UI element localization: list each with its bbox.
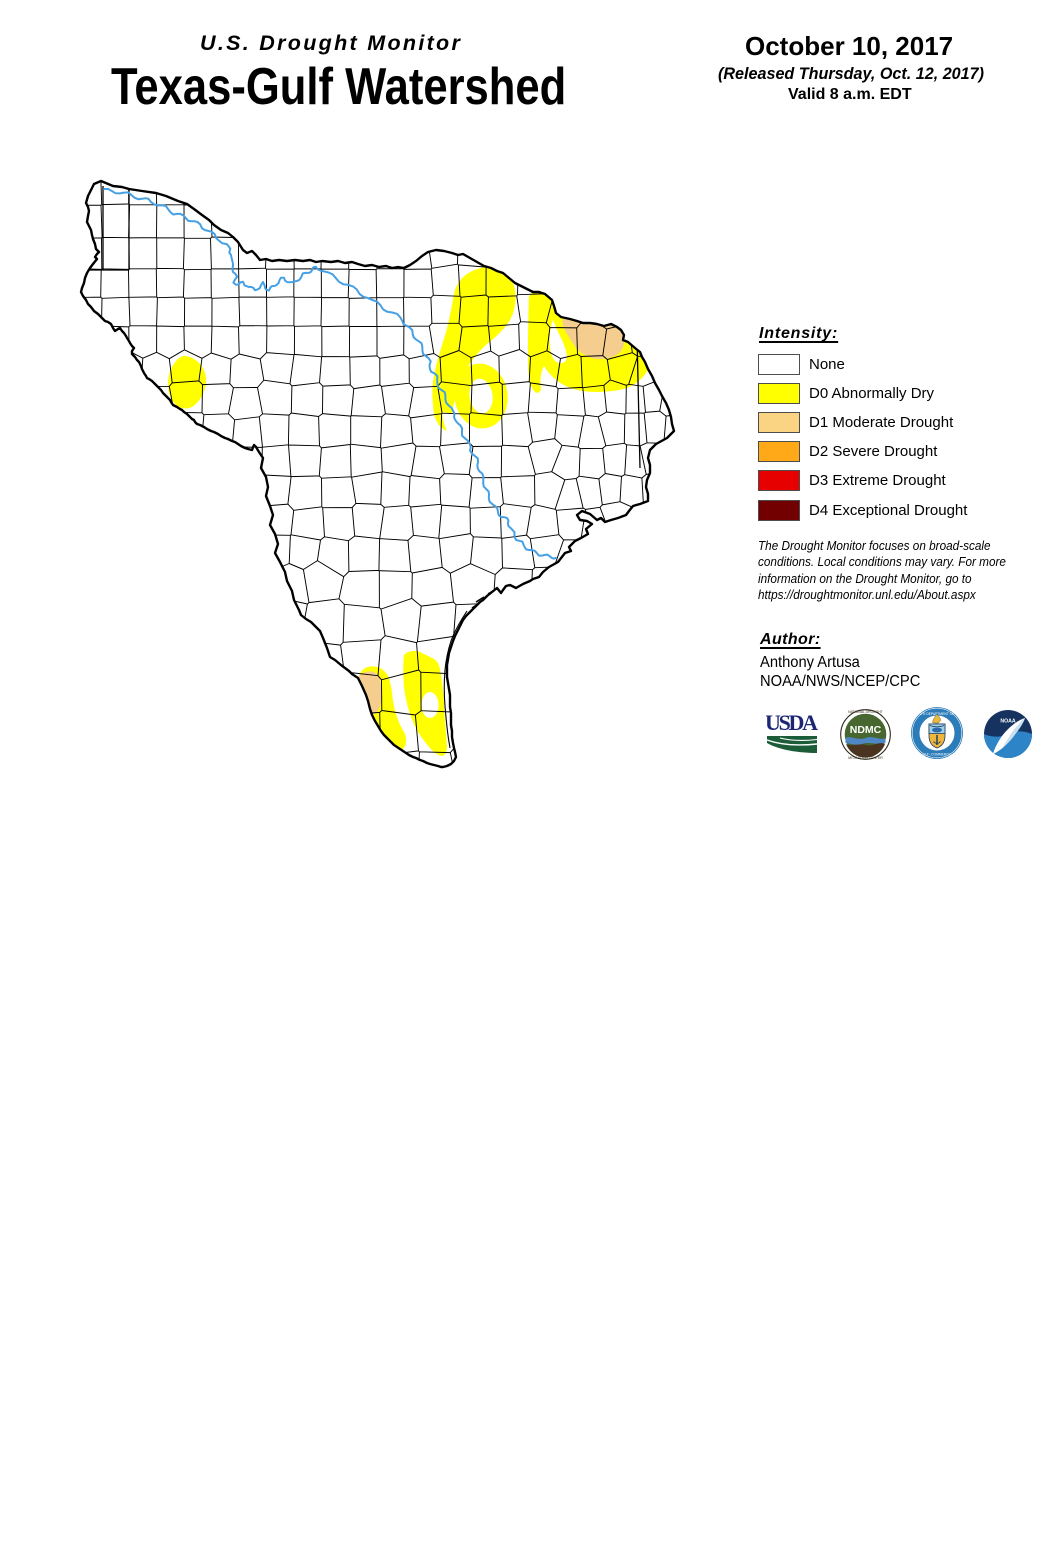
svg-text:NOAA: NOAA bbox=[1000, 719, 1016, 725]
svg-text:NATIONAL DROUGHT: NATIONAL DROUGHT bbox=[848, 710, 883, 714]
svg-text:USDA: USDA bbox=[766, 712, 818, 735]
svg-text:·O·F··COMMERCE·: ·O·F··COMMERCE· bbox=[922, 752, 952, 756]
svg-text:NDMC: NDMC bbox=[850, 724, 882, 736]
svg-text:MITIGATION CENTER: MITIGATION CENTER bbox=[848, 756, 883, 760]
svg-text:U·S·DEPARTMENT·OF: U·S·DEPARTMENT·OF bbox=[920, 712, 955, 716]
